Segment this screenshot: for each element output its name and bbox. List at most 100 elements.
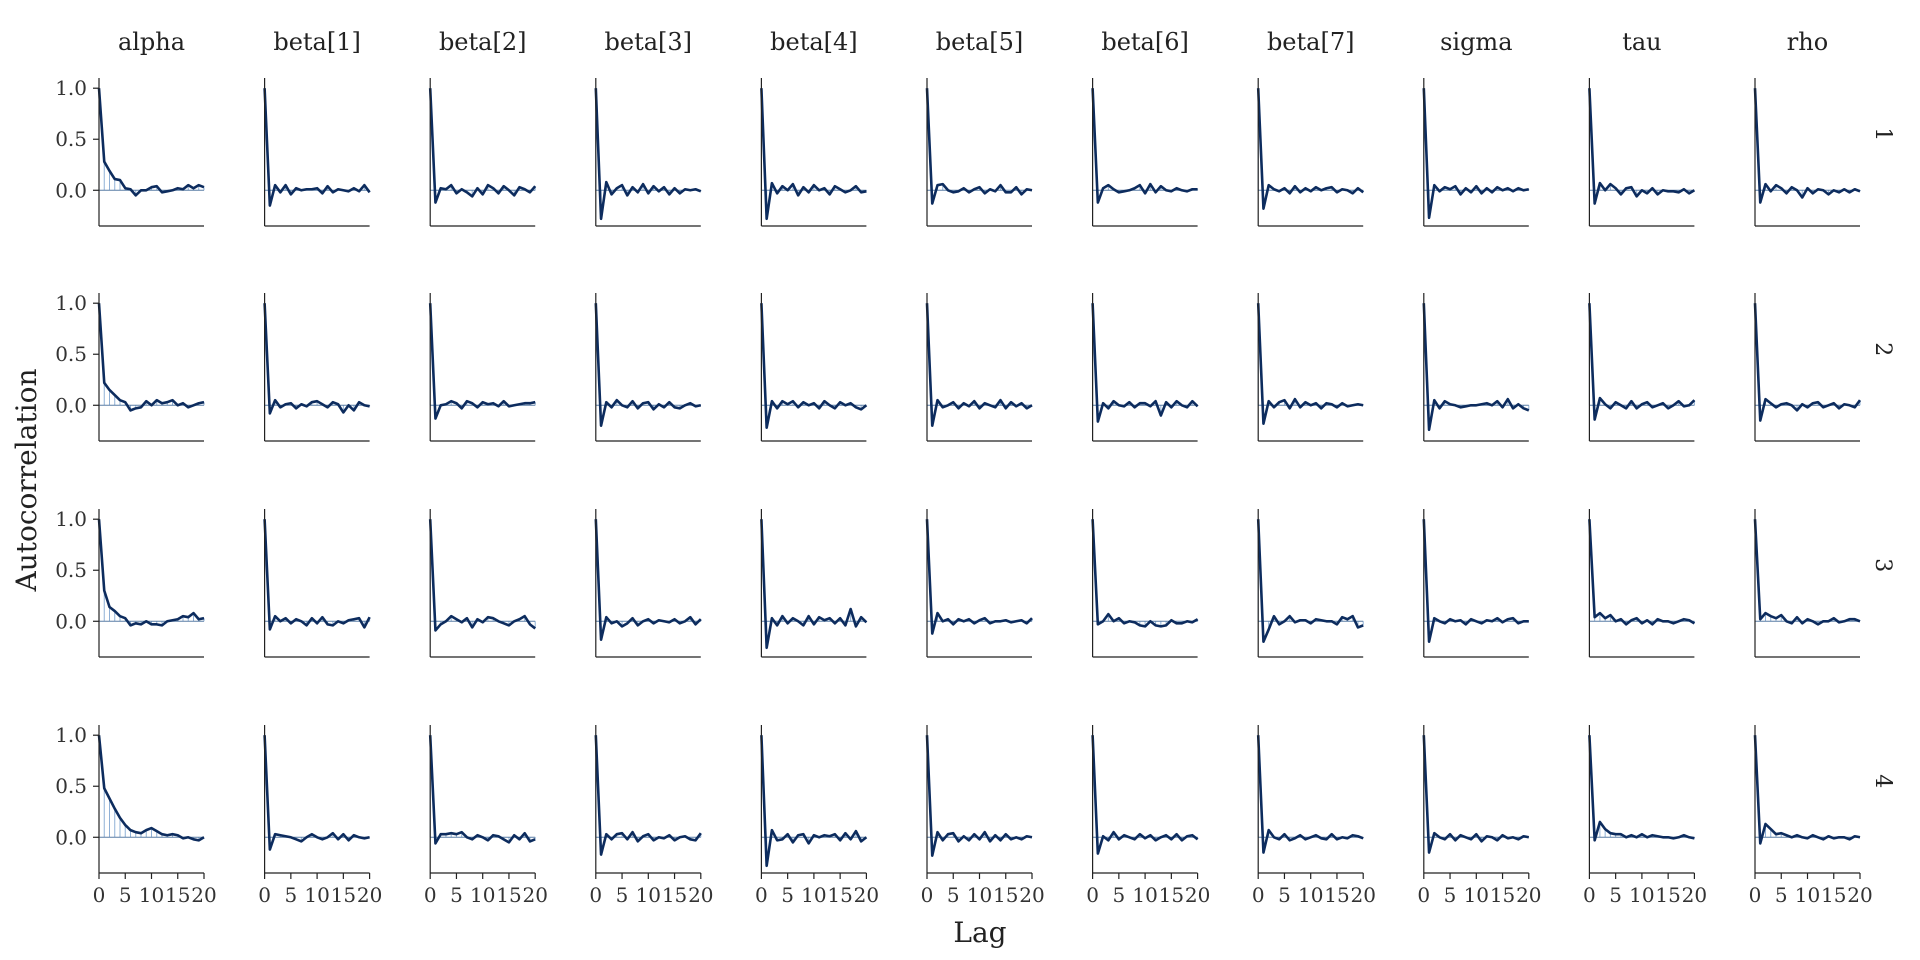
acf-panel: [428, 509, 536, 658]
x-tick-label: 0: [1086, 883, 1099, 907]
acf-panel: [1422, 78, 1530, 227]
acf-series-line: [428, 519, 536, 632]
x-tick-label: 15: [165, 883, 190, 907]
acf-series-line: [925, 735, 1033, 857]
y-axis-title: Autocorrelation: [10, 369, 43, 593]
acf-series-line: [1422, 519, 1529, 643]
acf-series-line: [1091, 735, 1199, 855]
x-tick-label: 5: [1444, 883, 1457, 907]
acf-panel: [1422, 509, 1529, 658]
acf-series-line: [1588, 519, 1696, 626]
x-tick-label: 20: [1516, 883, 1541, 907]
row-label-chain: 3: [1870, 558, 1895, 572]
acf-series-line: [428, 303, 536, 420]
x-tick-label: 15: [496, 883, 521, 907]
acf-series-line: [97, 303, 205, 412]
acf-panel: 0 5 10 15 20: [1749, 725, 1873, 907]
y-tick-label: 1.0: [55, 507, 87, 531]
acf-series-line: [925, 303, 1033, 427]
acf-panel: [594, 78, 702, 227]
column-title: beta[7]: [1267, 28, 1355, 56]
acf-panel: 0 5 10 15 20: [589, 725, 714, 907]
acf-panel: 0 5 10 15 20: [921, 725, 1045, 907]
acf-panel: [1422, 293, 1530, 442]
x-tick-label: 5: [1775, 883, 1788, 907]
x-tick-label: 15: [827, 883, 852, 907]
y-tick-label: 0.0: [55, 393, 87, 417]
x-tick-label: 0: [1749, 883, 1762, 907]
x-tick-label: 0: [589, 883, 602, 907]
row-label-chain: 1: [1870, 127, 1895, 141]
acf-series-line: [1753, 88, 1861, 204]
acf-series-line: [1753, 303, 1862, 422]
acf-panel: [1753, 78, 1861, 227]
acf-panel: [263, 293, 371, 442]
acf-panel: [263, 78, 371, 227]
x-tick-label: 5: [284, 883, 297, 907]
acf-series-line: [925, 519, 1033, 635]
x-tick-label: 10: [636, 883, 661, 907]
acf-series-line: [97, 735, 205, 842]
acf-series-line: [1422, 303, 1530, 432]
y-tick-label: 0.0: [55, 178, 87, 202]
column-title: beta[1]: [273, 28, 361, 56]
row-label-chain: 4: [1870, 774, 1895, 788]
x-tick-label: 5: [781, 883, 794, 907]
x-tick-label: 10: [1132, 883, 1157, 907]
acf-panel: [760, 78, 867, 227]
x-tick-label: 20: [854, 883, 879, 907]
x-tick-label: 20: [191, 883, 216, 907]
x-tick-label: 0: [1417, 883, 1430, 907]
column-title: beta[3]: [605, 28, 693, 56]
x-tick-label: 5: [947, 883, 960, 907]
column-titles: alpha beta[1] beta[2] beta[3] beta[4] beta[5]…: [118, 28, 1828, 56]
x-tick-label: 15: [1490, 883, 1515, 907]
x-tick-label: 15: [1324, 883, 1349, 907]
acf-panel: [925, 78, 1033, 227]
x-tick-label: 20: [1350, 883, 1375, 907]
y-tick-label: 0.0: [55, 609, 87, 633]
acf-panel: 0 5 10 15 20: [424, 725, 548, 907]
x-tick-label: 0: [424, 883, 437, 907]
acf-panel: [594, 509, 702, 658]
acf-panel: [428, 78, 537, 227]
x-tick-label: 10: [1464, 883, 1489, 907]
x-tick-label: 10: [470, 883, 495, 907]
acf-series-line: [428, 735, 536, 845]
x-tick-label: 5: [1609, 883, 1622, 907]
x-tick-label: 0: [1252, 883, 1265, 907]
acf-panel: [1256, 78, 1364, 227]
acf-panel: [1256, 509, 1364, 658]
acf-series-line: [1588, 88, 1696, 205]
x-tick-label: 10: [1298, 883, 1323, 907]
acf-series-line: [97, 88, 205, 197]
acf-panel: [263, 509, 371, 658]
x-tick-label: 15: [993, 883, 1018, 907]
x-tick-label: 10: [967, 883, 992, 907]
acf-series-line: [1256, 735, 1364, 854]
acf-series-line: [263, 303, 370, 415]
acf-panel: 0 5 10 15 20: [1252, 725, 1376, 907]
y-tick-label: 1.0: [55, 723, 87, 747]
x-tick-label: 0: [258, 883, 271, 907]
acf-panel: 0 5 10 15 20: [1583, 725, 1707, 907]
acf-panel: 0.0 0.5 1.0: [55, 507, 205, 658]
acf-series-line: [1256, 303, 1364, 425]
acf-series-line: [263, 735, 370, 851]
y-tick-label: 1.0: [55, 291, 87, 315]
x-axis-title: Lag: [953, 916, 1006, 949]
acf-series-line: [594, 519, 702, 641]
acf-series-line: [1091, 303, 1199, 423]
acf-series-line: [428, 88, 537, 204]
x-tick-label: 15: [662, 883, 687, 907]
acf-series-line: [925, 88, 1033, 205]
acf-panel: [1588, 78, 1696, 227]
x-tick-label: 20: [357, 883, 382, 907]
acf-panel: [1256, 293, 1364, 442]
y-tick-label: 0.5: [55, 342, 87, 366]
x-tick-label: 0: [1583, 883, 1596, 907]
x-tick-label: 10: [304, 883, 329, 907]
acf-panel: 0 5 10 15 20: [755, 725, 879, 907]
x-tick-label: 15: [1655, 883, 1680, 907]
x-tick-label: 5: [119, 883, 132, 907]
